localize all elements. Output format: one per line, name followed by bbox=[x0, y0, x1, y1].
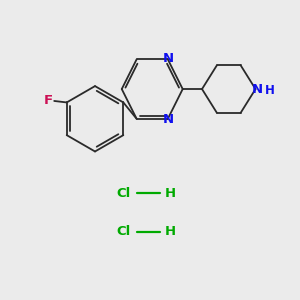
Text: Cl: Cl bbox=[116, 225, 130, 238]
Text: Cl: Cl bbox=[116, 187, 130, 200]
Text: H: H bbox=[165, 187, 176, 200]
Text: H: H bbox=[165, 225, 176, 238]
Text: N: N bbox=[163, 52, 174, 65]
Text: N: N bbox=[251, 82, 262, 96]
Text: F: F bbox=[44, 94, 53, 107]
Text: N: N bbox=[163, 113, 174, 126]
Text: H: H bbox=[265, 84, 275, 97]
